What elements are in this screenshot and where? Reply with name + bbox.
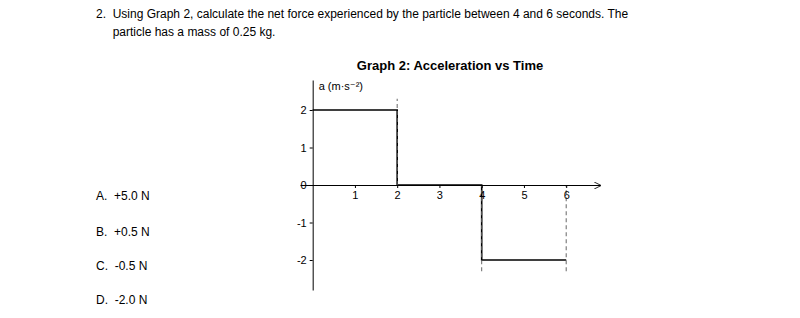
y-tick-label: 2 — [301, 104, 307, 116]
y-tick-mark — [310, 260, 313, 261]
x-tick-mark — [439, 185, 440, 188]
y-tick: 0 — [301, 179, 313, 191]
answer-choice: C. -0.5 N — [96, 259, 147, 273]
x-tick-mark — [482, 185, 483, 188]
x-tick-mark — [397, 185, 398, 188]
x-tick-label: 6 — [564, 189, 570, 201]
x-tick: 1 — [352, 185, 358, 201]
answer-choice: D. -2.0 N — [96, 293, 147, 307]
y-tick: 2 — [301, 104, 313, 116]
question-text: 2. Using Graph 2, calculate the net forc… — [96, 7, 628, 21]
x-tick-label: 1 — [352, 189, 358, 201]
y-tick-mark — [310, 185, 313, 186]
y-tick-label: 1 — [301, 142, 307, 154]
x-tick: 3 — [437, 185, 443, 201]
y-axis-label: a (m·s⁻²) — [319, 80, 363, 92]
y-tick-mark — [310, 148, 313, 149]
x-tick: 4 — [479, 185, 485, 201]
answer-choice: B. +0.5 N — [96, 225, 150, 239]
y-tick-label: -2 — [297, 254, 307, 266]
y-tick-label: -1 — [297, 217, 307, 229]
x-tick: 2 — [395, 185, 401, 201]
x-axis: 1 2 3 4 5 6 — [301, 185, 601, 201]
question-text: particle has a mass of 0.25 kg. — [96, 25, 275, 39]
y-tick: -1 — [297, 217, 313, 229]
y-tick: 1 — [301, 142, 313, 154]
x-axis-line — [301, 185, 601, 186]
x-tick-label: 4 — [479, 189, 485, 201]
chart: 1 2 3 4 5 6 -2 -1 0 1 2 Graph 2: Acceleration vs Ti… — [0, 0, 800, 318]
answer-choice: A. +5.0 N — [96, 189, 150, 203]
x-tick-mark — [524, 185, 525, 188]
y-tick: -2 — [297, 254, 313, 266]
y-axis: -2 -1 0 1 2 — [297, 81, 313, 291]
x-tick-mark — [355, 185, 356, 188]
x-tick: 5 — [521, 185, 527, 201]
x-tick-label: 3 — [437, 189, 443, 201]
x-tick-label: 2 — [395, 189, 401, 201]
y-tick-label: 0 — [301, 179, 307, 191]
x-tick-label: 5 — [521, 189, 527, 201]
title: Graph 2: Acceleration vs Time — [357, 58, 543, 73]
y-axis-line — [313, 81, 314, 291]
y-tick-mark — [310, 110, 313, 111]
x-tick-mark — [566, 185, 567, 188]
dashed-line — [397, 99, 398, 185]
y-tick-mark — [310, 223, 313, 224]
x-tick: 6 — [564, 185, 570, 201]
